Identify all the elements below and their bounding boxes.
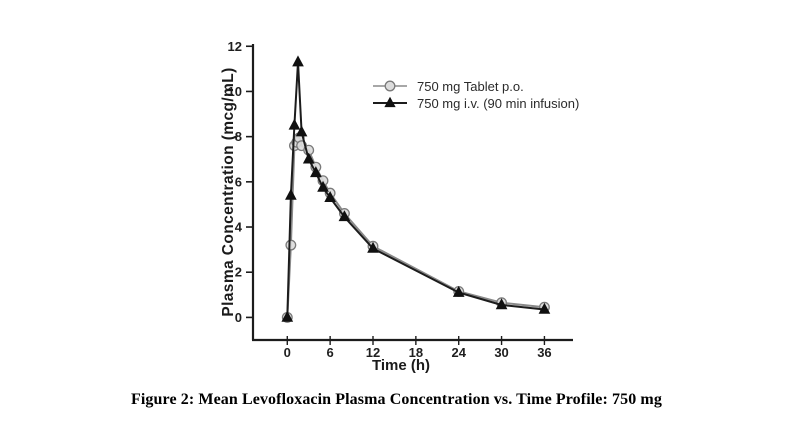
legend-item-iv: 750 mg i.v. (90 min infusion) [372,95,580,111]
series-tablet [286,136,546,319]
y-tick-label: 6 [235,174,242,189]
x-tick-label: 6 [327,345,334,360]
y-tick-label: 4 [235,220,243,235]
y-tick-label: 2 [235,265,242,280]
x-tick-label: 30 [494,345,508,360]
legend-label-iv: 750 mg i.v. (90 min infusion) [417,95,580,111]
series-markers-tablet [281,132,550,323]
figure-caption: Figure 2: Mean Levofloxacin Plasma Conce… [131,391,662,408]
y-axis-title: Plasma Concentration (mcg/mL) [220,67,237,317]
legend-label-tablet: 750 mg Tablet p.o. [417,78,524,94]
legend: 750 mg Tablet p.o. 750 mg i.v. (90 min i… [372,78,580,111]
y-axis-ticks: 0 2 4 6 8 10 12 [228,39,253,325]
y-tick-label: 8 [235,129,242,144]
x-tick-label: 18 [409,345,423,360]
y-tick-label: 0 [235,310,242,325]
x-tick-label: 12 [366,345,380,360]
y-tick-label: 12 [228,39,242,54]
tablet-circle-marker-icon [373,80,407,92]
axes [251,44,573,342]
x-axis-title: Time (h) [371,357,431,374]
x-tick-label: 0 [284,345,291,360]
x-axis-ticks: 0 6 12 18 24 30 36 [284,336,552,360]
x-tick-label: 36 [537,345,551,360]
iv-triangle-marker-icon [373,96,407,108]
x-tick-label: 24 [451,345,466,360]
y-tick-label: 10 [228,84,242,99]
legend-item-tablet: 750 mg Tablet p.o. [372,78,579,94]
series-markers-iv [281,55,551,322]
pk-chart: 0 2 4 6 8 10 12 0 6 12 18 24 30 36 Plasma Concentrati… [220,39,580,374]
series-iv [286,61,546,319]
